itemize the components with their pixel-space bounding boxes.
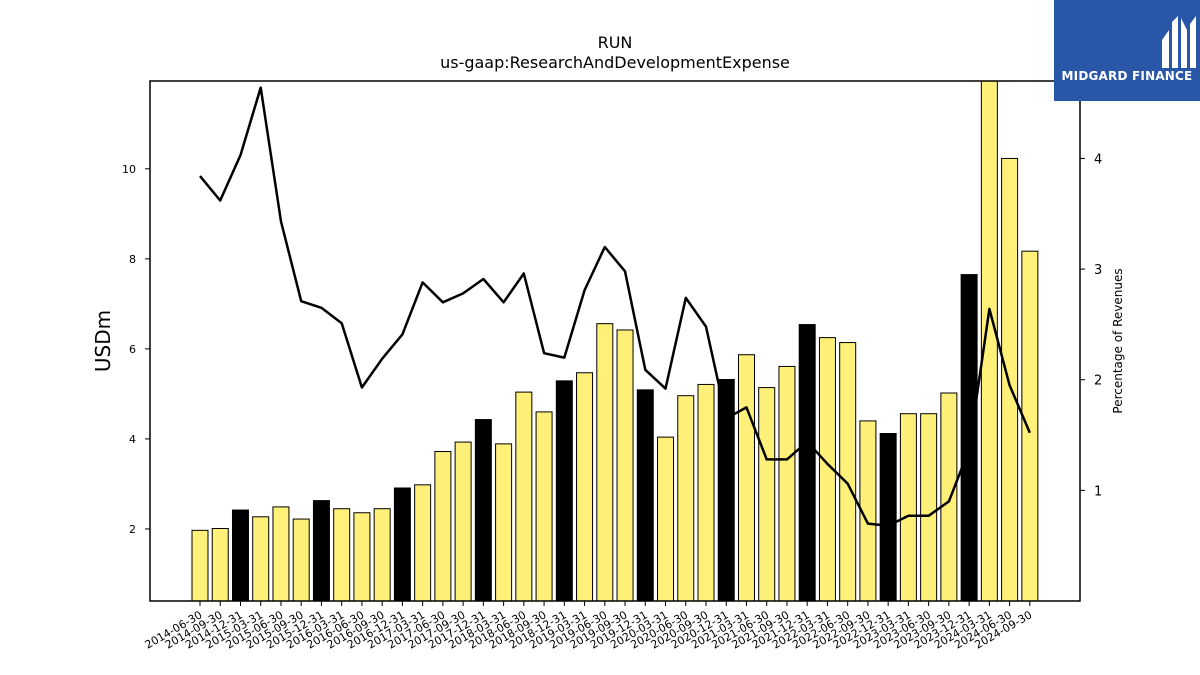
- bar: [920, 413, 938, 602]
- bar: [616, 329, 634, 602]
- bar: [778, 365, 796, 602]
- bar: [393, 487, 411, 602]
- bar: [657, 436, 675, 602]
- bar: [515, 391, 533, 602]
- logo: MIDGARD FINANCE: [1054, 0, 1200, 101]
- bar: [596, 323, 614, 602]
- bar: [292, 518, 310, 602]
- bar: [414, 484, 432, 602]
- y-tick-label: 2: [129, 523, 136, 536]
- bar: [333, 508, 351, 602]
- y-tick-label: 6: [129, 343, 136, 356]
- bar: [576, 372, 594, 602]
- bar: [636, 389, 654, 602]
- bar: [191, 529, 209, 602]
- bar: [373, 508, 391, 602]
- bar: [1001, 157, 1019, 602]
- bar: [758, 387, 776, 602]
- bar: [960, 274, 978, 602]
- logo-text: MIDGARD FINANCE: [1061, 69, 1193, 83]
- chart-subtitle: us-gaap:ResearchAndDevelopmentExpense: [440, 53, 790, 72]
- y-axis-label: USDm: [91, 310, 115, 372]
- bar: [940, 392, 958, 602]
- bar: [272, 506, 290, 602]
- bar: [879, 433, 897, 602]
- y2-tick-label: 4: [1094, 152, 1102, 167]
- y-tick-label: 10: [122, 163, 136, 176]
- bar: [717, 378, 735, 602]
- bar: [899, 413, 917, 602]
- bar: [677, 395, 695, 602]
- line-series: [199, 86, 1031, 528]
- bar: [434, 451, 452, 602]
- bar: [252, 516, 270, 602]
- bar: [535, 411, 553, 602]
- left-axis: 2 4 6 8 10: [122, 163, 150, 536]
- percentage-line: [199, 86, 1031, 528]
- right-axis: 1 2 3 4: [1080, 152, 1102, 499]
- y-tick-label: 8: [129, 253, 136, 266]
- bar: [474, 419, 492, 602]
- bar: [555, 380, 573, 602]
- y2-tick-label: 3: [1094, 263, 1102, 278]
- midgard-logo-icon: [1162, 16, 1196, 68]
- plot-frame: [149, 80, 1081, 602]
- bar-series: [191, 80, 1039, 602]
- y2-tick-label: 2: [1094, 374, 1102, 389]
- bar: [211, 528, 229, 602]
- chart-title: RUN: [598, 33, 633, 52]
- x-axis: 2014-06-302014-09-302014-12-312015-03-31…: [143, 601, 1034, 652]
- bar: [737, 354, 755, 602]
- bar: [353, 512, 371, 602]
- bar: [495, 443, 513, 602]
- bar: [798, 324, 816, 602]
- y-tick-label: 4: [129, 433, 136, 446]
- bar: [697, 383, 715, 602]
- bar: [1021, 250, 1039, 602]
- bar: [839, 342, 857, 602]
- bar: [454, 441, 472, 602]
- y2-tick-label: 1: [1094, 484, 1102, 499]
- y2-axis-label: Percentage of Revenues: [1111, 268, 1125, 413]
- bar: [312, 500, 330, 602]
- bar: [231, 509, 249, 602]
